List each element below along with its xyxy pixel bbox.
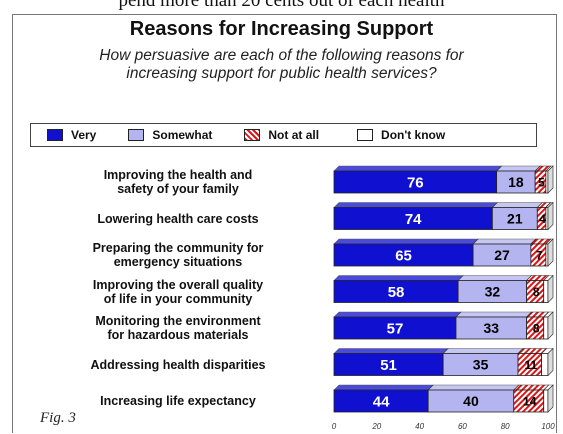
bar-side-5	[547, 347, 554, 377]
bar-top-very-1	[333, 202, 499, 208]
bar-don-t-know-preparing-the-community-for-emergency-situations	[545, 243, 549, 267]
category-label-line: emergency situations	[113, 255, 243, 269]
chart-title: Reasons for Increasing Support	[129, 18, 434, 40]
value-label-not-at-all-5: 11	[524, 358, 537, 372]
legend-label-very: Very	[71, 128, 97, 142]
bar-side-2	[547, 238, 554, 267]
bar-top-very-4	[333, 311, 462, 318]
value-label-not-at-all-3: 8	[533, 285, 540, 299]
chart-subtitle: How persuasive are each of the following…	[0, 47, 563, 83]
value-label-somewhat-2: 27	[494, 247, 510, 263]
category-label-line: Increasing life expectancy	[100, 394, 256, 408]
value-label-somewhat-3: 32	[485, 284, 501, 300]
value-label-very-1: 74	[405, 211, 422, 228]
bar-top-not-at-all-6	[513, 384, 550, 391]
value-label-somewhat-0: 18	[508, 174, 524, 190]
legend-item-somewhat: Somewhat	[128, 128, 212, 142]
category-label-line: Lowering health care costs	[97, 211, 259, 226]
category-label-line: for hazardous materials	[107, 328, 249, 342]
legend-swatch-not-at-all	[244, 129, 261, 141]
value-label-somewhat-6: 40	[463, 393, 479, 409]
bar-top-very-6	[333, 384, 434, 391]
category-label-line: safety of your family	[117, 182, 239, 196]
bar-don-t-know-addressing-health-disparities	[541, 353, 549, 376]
legend-item-not-at-all: Not at all	[244, 128, 319, 142]
bar-top-somewhat-3	[457, 275, 533, 281]
legend-swatch-very	[47, 129, 63, 141]
bar-don-t-know-increasing-life-expectancy	[543, 389, 549, 413]
value-label-somewhat-5: 35	[473, 357, 489, 373]
category-label-line: Addressing health disparities	[90, 357, 266, 372]
legend-swatch-somewhat	[128, 129, 145, 141]
bar-side-0	[547, 165, 554, 194]
value-label-very-6: 44	[373, 393, 390, 410]
value-label-very-4: 57	[387, 320, 404, 337]
category-label-line: of life in your community	[103, 291, 253, 306]
category-label-line: Preparing the community for	[92, 241, 264, 255]
x-tick-label-0: 0	[332, 422, 337, 431]
bar-top-very-2	[333, 238, 479, 245]
bar-don-t-know-improving-the-health-and-safety-of-your-family	[545, 170, 549, 194]
chart-subtitle-text: How persuasive are each of the following…	[99, 47, 464, 82]
legend-item-very: Very	[47, 128, 96, 142]
category-label-improving-the-health-and-safety-of-your-family: Improving the health and safety of your f…	[28, 168, 328, 196]
bar-top-very-5	[333, 348, 449, 354]
header-text: pend more than 20 cents out of each heal…	[118, 0, 445, 11]
bar-top-somewhat-1	[491, 202, 544, 208]
legend: Very Somewhat Not at all Don't know	[30, 123, 537, 147]
bar-top-somewhat-2	[472, 238, 537, 245]
value-label-somewhat-1: 21	[507, 211, 523, 227]
value-label-very-3: 58	[388, 284, 405, 301]
bar-side-1	[547, 201, 554, 231]
category-label-improving-the-overall-quality-of-life-in-your-community: Improving the overall quality of life in …	[28, 278, 328, 306]
bar-don-t-know-improving-the-overall-quality-of-life-in-your-community	[543, 280, 549, 303]
category-label-preparing-the-community-for-emergency-situations: Preparing the community for emergency sit…	[28, 241, 328, 269]
value-label-very-2: 65	[395, 247, 412, 264]
bar-top-very-3	[333, 275, 464, 281]
x-tick-label-60: 60	[458, 422, 467, 431]
legend-label-not-at-all: Not at all	[268, 128, 320, 142]
legend-label-somewhat: Somewhat	[152, 128, 213, 142]
x-tick-label-100: 100	[541, 422, 555, 431]
category-label-monitoring-the-environment-for-hazardous-materials: Monitoring the environment for hazardous …	[28, 314, 328, 342]
x-tick-label-40: 40	[415, 422, 424, 431]
value-label-very-5: 51	[380, 357, 397, 374]
bar-top-somewhat-4	[455, 311, 533, 318]
value-label-somewhat-4: 33	[484, 320, 500, 336]
bar-don-t-know-lowering-health-care-costs	[545, 207, 549, 230]
bar-top-somewhat-6	[427, 384, 520, 391]
bar-don-t-know-monitoring-the-environment-for-hazardous-materials	[543, 316, 549, 340]
value-label-not-at-all-2: 7	[536, 248, 543, 262]
value-label-not-at-all-4: 8	[533, 321, 540, 335]
bar-side-6	[547, 384, 554, 413]
category-label-line: Improving the overall quality	[92, 277, 264, 292]
value-label-not-at-all-0: 5	[538, 175, 545, 189]
category-label-increasing-life-expectancy: Increasing life expectancy	[28, 394, 328, 408]
x-tick-label-80: 80	[501, 422, 510, 431]
value-label-not-at-all-1: 4	[539, 212, 546, 226]
category-label-line: Monitoring the environment	[95, 314, 261, 328]
bar-side-4	[547, 311, 554, 340]
x-tick-label-20: 20	[371, 422, 381, 431]
legend-label-dont-know: Don't know	[381, 128, 446, 142]
category-label-line: Improving the health and	[103, 168, 253, 182]
bar-side-3	[547, 274, 554, 304]
legend-swatch-dont-know	[357, 129, 374, 141]
value-label-not-at-all-6: 14	[523, 394, 537, 408]
figure-label: Fig. 3	[40, 410, 76, 426]
legend-item-dont-know: Don't know	[357, 128, 445, 142]
category-label-addressing-health-disparities: Addressing health disparities	[28, 358, 328, 372]
bar-top-somewhat-5	[442, 348, 524, 354]
category-label-lowering-health-care-costs: Lowering health care costs	[28, 212, 328, 226]
bar-top-somewhat-0	[495, 165, 541, 172]
value-label-very-0: 76	[407, 174, 424, 191]
bar-top-very-0	[333, 165, 503, 172]
